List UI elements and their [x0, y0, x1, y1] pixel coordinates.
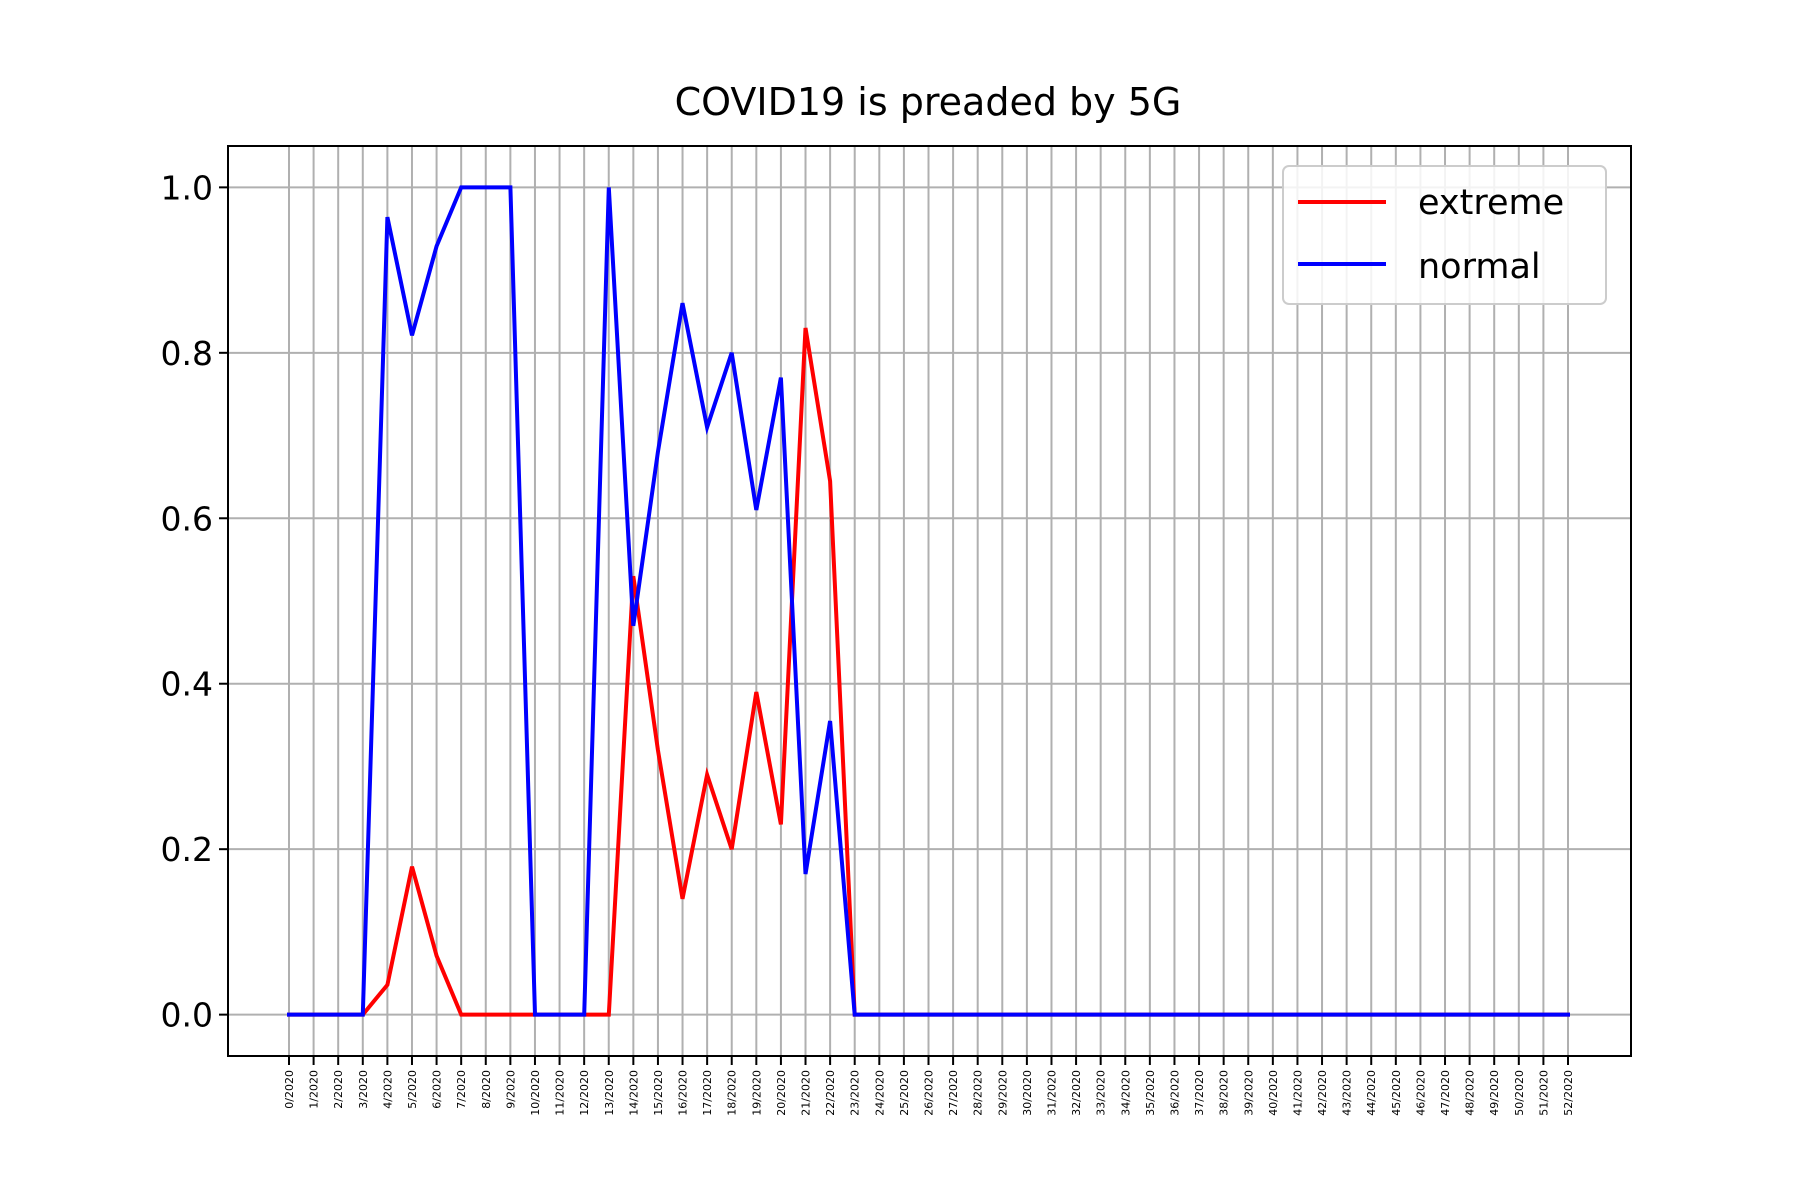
x-tick-label: 45/2020: [1390, 1070, 1403, 1116]
x-tick-label: 49/2020: [1488, 1070, 1501, 1116]
x-tick-label: 31/2020: [1045, 1070, 1058, 1116]
x-tick-label: 10/2020: [529, 1070, 542, 1116]
x-tick-label: 34/2020: [1119, 1070, 1132, 1116]
x-tick-label: 40/2020: [1267, 1070, 1280, 1116]
x-tick-label: 27/2020: [947, 1070, 960, 1116]
x-axis: 0/2020 1/2020 2/2020 3/2020 4/2020 5/2020 6/20…: [283, 1056, 1575, 1116]
legend-label-extreme: extreme: [1418, 183, 1564, 223]
x-tick-label: 37/2020: [1193, 1070, 1206, 1116]
x-tick-label: 50/2020: [1513, 1070, 1526, 1116]
x-tick-label: 44/2020: [1365, 1070, 1378, 1116]
x-tick-label: 35/2020: [1144, 1070, 1157, 1116]
x-tick-label: 46/2020: [1414, 1070, 1427, 1116]
y-tick-label: 0.8: [161, 334, 213, 373]
x-tick-label: 4/2020: [381, 1070, 394, 1109]
x-tick-label: 22/2020: [824, 1070, 837, 1116]
x-tick-label: 25/2020: [898, 1070, 911, 1116]
x-tick-label: 23/2020: [849, 1070, 862, 1116]
x-tick-label: 41/2020: [1291, 1070, 1304, 1116]
x-tick-label: 15/2020: [652, 1070, 665, 1116]
y-tick-label: 0.2: [161, 830, 213, 869]
x-tick-label: 14/2020: [627, 1070, 640, 1116]
x-tick-label: 9/2020: [504, 1070, 517, 1109]
x-tick-label: 30/2020: [1021, 1070, 1034, 1116]
x-tick-label: 42/2020: [1316, 1070, 1329, 1116]
y-axis: 0.0 0.2 0.4 0.6 0.8 1.0: [161, 168, 228, 1035]
x-tick-label: 2/2020: [332, 1070, 345, 1109]
x-tick-label: 52/2020: [1562, 1070, 1575, 1116]
x-tick-label: 26/2020: [923, 1070, 936, 1116]
x-tick-label: 24/2020: [873, 1070, 886, 1116]
x-tick-label: 43/2020: [1341, 1070, 1354, 1116]
x-tick-label: 36/2020: [1168, 1070, 1181, 1116]
y-tick-label: 0.6: [161, 499, 213, 538]
x-tick-label: 39/2020: [1242, 1070, 1255, 1116]
x-tick-label: 11/2020: [554, 1070, 567, 1116]
x-tick-label: 12/2020: [578, 1070, 591, 1116]
legend: extreme normal: [1282, 165, 1607, 305]
x-tick-label: 51/2020: [1537, 1070, 1550, 1116]
x-tick-label: 38/2020: [1218, 1070, 1231, 1116]
x-tick-label: 32/2020: [1070, 1070, 1083, 1116]
x-tick-label: 47/2020: [1439, 1070, 1452, 1116]
x-tick-label: 13/2020: [603, 1070, 616, 1116]
x-tick-label: 5/2020: [406, 1070, 419, 1109]
legend-label-normal: normal: [1418, 247, 1541, 287]
x-tick-label: 29/2020: [996, 1070, 1009, 1116]
y-tick-label: 0.4: [161, 665, 213, 704]
series-line-normal: [287, 185, 1570, 1017]
x-tick-label: 28/2020: [972, 1070, 985, 1116]
y-tick-label: 0.0: [161, 996, 213, 1035]
x-tick-label: 48/2020: [1464, 1070, 1477, 1116]
series-layer: [287, 185, 1570, 1017]
x-tick-label: 20/2020: [775, 1070, 788, 1116]
x-tick-label: 19/2020: [750, 1070, 763, 1116]
x-tick-label: 1/2020: [308, 1070, 321, 1109]
x-tick-label: 6/2020: [431, 1070, 444, 1109]
x-tick-label: 3/2020: [357, 1070, 370, 1109]
y-tick-label: 1.0: [161, 168, 213, 207]
x-tick-label: 7/2020: [455, 1070, 468, 1109]
x-tick-label: 33/2020: [1095, 1070, 1108, 1116]
x-tick-label: 17/2020: [701, 1070, 714, 1116]
x-tick-label: 18/2020: [726, 1070, 739, 1116]
x-tick-label: 0/2020: [283, 1070, 296, 1109]
x-tick-label: 16/2020: [677, 1070, 690, 1116]
x-tick-label: 21/2020: [800, 1070, 813, 1116]
chart-title: COVID19 is preaded by 5G: [675, 80, 1182, 124]
x-tick-label: 8/2020: [480, 1070, 493, 1109]
